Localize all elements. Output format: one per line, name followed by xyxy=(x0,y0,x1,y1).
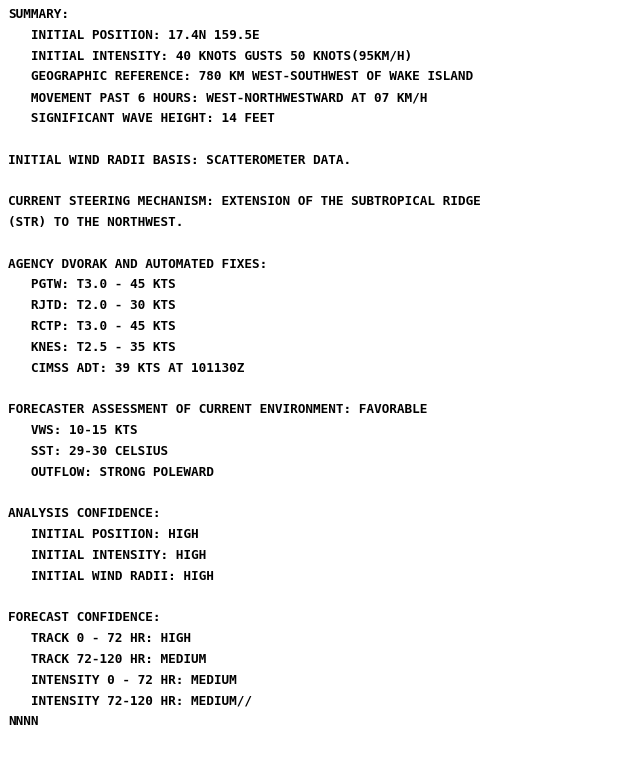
Text: GEOGRAPHIC REFERENCE: 780 KM WEST-SOUTHWEST OF WAKE ISLAND: GEOGRAPHIC REFERENCE: 780 KM WEST-SOUTHW… xyxy=(8,70,473,83)
Text: CURRENT STEERING MECHANISM: EXTENSION OF THE SUBTROPICAL RIDGE: CURRENT STEERING MECHANISM: EXTENSION OF… xyxy=(8,196,481,208)
Text: INTENSITY 0 - 72 HR: MEDIUM: INTENSITY 0 - 72 HR: MEDIUM xyxy=(8,674,237,686)
Text: INITIAL WIND RADII BASIS: SCATTEROMETER DATA.: INITIAL WIND RADII BASIS: SCATTEROMETER … xyxy=(8,153,351,167)
Text: INITIAL INTENSITY: HIGH: INITIAL INTENSITY: HIGH xyxy=(8,548,206,562)
Text: SST: 29-30 CELSIUS: SST: 29-30 CELSIUS xyxy=(8,445,168,458)
Text: CIMSS ADT: 39 KTS AT 101130Z: CIMSS ADT: 39 KTS AT 101130Z xyxy=(8,361,245,375)
Text: KNES: T2.5 - 35 KTS: KNES: T2.5 - 35 KTS xyxy=(8,340,176,354)
Text: ANALYSIS CONFIDENCE:: ANALYSIS CONFIDENCE: xyxy=(8,507,161,520)
Text: TRACK 0 - 72 HR: HIGH: TRACK 0 - 72 HR: HIGH xyxy=(8,632,191,645)
Text: RJTD: T2.0 - 30 KTS: RJTD: T2.0 - 30 KTS xyxy=(8,299,176,312)
Text: SIGNIFICANT WAVE HEIGHT: 14 FEET: SIGNIFICANT WAVE HEIGHT: 14 FEET xyxy=(8,112,275,125)
Text: TRACK 72-120 HR: MEDIUM: TRACK 72-120 HR: MEDIUM xyxy=(8,653,206,666)
Text: SUMMARY:: SUMMARY: xyxy=(8,8,69,21)
Text: FORECAST CONFIDENCE:: FORECAST CONFIDENCE: xyxy=(8,612,161,624)
Text: NNNN: NNNN xyxy=(8,715,38,728)
Text: INITIAL INTENSITY: 40 KNOTS GUSTS 50 KNOTS(95KM/H): INITIAL INTENSITY: 40 KNOTS GUSTS 50 KNO… xyxy=(8,50,412,62)
Text: VWS: 10-15 KTS: VWS: 10-15 KTS xyxy=(8,424,138,437)
Text: PGTW: T3.0 - 45 KTS: PGTW: T3.0 - 45 KTS xyxy=(8,278,176,291)
Text: INITIAL WIND RADII: HIGH: INITIAL WIND RADII: HIGH xyxy=(8,569,214,583)
Text: RCTP: T3.0 - 45 KTS: RCTP: T3.0 - 45 KTS xyxy=(8,320,176,333)
Text: OUTFLOW: STRONG POLEWARD: OUTFLOW: STRONG POLEWARD xyxy=(8,466,214,478)
Text: AGENCY DVORAK AND AUTOMATED FIXES:: AGENCY DVORAK AND AUTOMATED FIXES: xyxy=(8,258,268,270)
Text: MOVEMENT PAST 6 HOURS: WEST-NORTHWESTWARD AT 07 KM/H: MOVEMENT PAST 6 HOURS: WEST-NORTHWESTWAR… xyxy=(8,91,427,104)
Text: INITIAL POSITION: HIGH: INITIAL POSITION: HIGH xyxy=(8,528,199,541)
Text: INTENSITY 72-120 HR: MEDIUM//: INTENSITY 72-120 HR: MEDIUM// xyxy=(8,694,252,707)
Text: FORECASTER ASSESSMENT OF CURRENT ENVIRONMENT: FAVORABLE: FORECASTER ASSESSMENT OF CURRENT ENVIRON… xyxy=(8,404,427,416)
Text: (STR) TO THE NORTHWEST.: (STR) TO THE NORTHWEST. xyxy=(8,216,183,229)
Text: INITIAL POSITION: 17.4N 159.5E: INITIAL POSITION: 17.4N 159.5E xyxy=(8,29,260,42)
